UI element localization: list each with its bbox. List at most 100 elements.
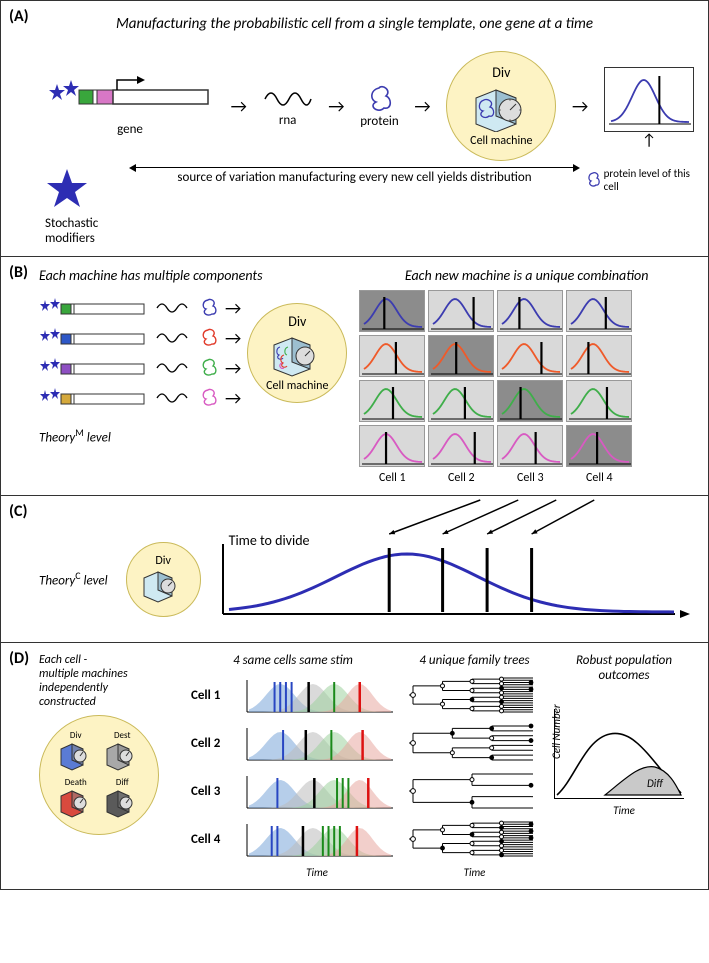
arrow-4: → <box>566 95 594 117</box>
cell-row: Cell 2 <box>191 722 395 764</box>
theory-m-suffix: level <box>84 430 111 445</box>
machine-box: Dest <box>101 730 145 774</box>
col-lbl-4: Cell 4 <box>566 471 632 485</box>
cell-row: Cell 4 <box>191 818 395 860</box>
cube-dial-icon <box>470 84 532 132</box>
d-col2-title: 4 same cells same stim <box>191 653 395 668</box>
mini-dist <box>566 335 632 377</box>
source-line: source of variation manufacturing every … <box>133 167 576 185</box>
arrow-3: → <box>408 95 436 117</box>
cell-machine-c: Div <box>126 542 201 617</box>
gene-diagram-svg <box>45 76 215 122</box>
pop-chart: Diff <box>554 709 684 799</box>
d-col4-title: Robust population outcomes <box>554 653 694 683</box>
machine-box: Div <box>54 730 98 774</box>
panel-d-label: (D) <box>9 649 29 668</box>
panel-d-col2: 4 same cells same stim Cell 1Cell 2Cell … <box>191 653 395 879</box>
gene-lines: → → → <box>39 290 241 416</box>
panel-d-row: Each cell - multiple machines independen… <box>15 653 694 879</box>
dist-a-wrap: ↑ <box>604 67 694 145</box>
big-star-icon <box>45 167 89 211</box>
triple-rows: Cell 1 Cell 2 Cell 3 Cell 4 <box>191 674 395 860</box>
cube-dial-icon-c <box>140 568 186 604</box>
tree-row <box>407 770 542 812</box>
mini-dist <box>428 335 494 377</box>
col-lbl-2: Cell 2 <box>428 471 494 485</box>
cell-row: Cell 1 <box>191 674 395 716</box>
mini-dist <box>497 290 563 332</box>
b-left-title: Each machine has multiple components <box>39 267 347 284</box>
panel-a-label: (A) <box>9 7 29 26</box>
gene-line: → <box>39 356 241 380</box>
gene-line: → <box>39 326 241 350</box>
cell-machine-a: Div Cell machine <box>446 51 556 161</box>
cm-b-label: Cell machine <box>266 379 328 393</box>
rna-label: rna <box>279 113 297 128</box>
protein-icon-small <box>584 171 600 189</box>
cm-a-title: Div <box>492 64 510 81</box>
machine-box: Diff <box>101 777 145 821</box>
d-col3-title: 4 unique family trees <box>407 653 542 668</box>
ttd-label: Time to divide <box>229 532 310 549</box>
col-lbl-3: Cell 3 <box>497 471 563 485</box>
machine-box: Death <box>54 777 98 821</box>
mini-dist <box>497 425 563 467</box>
d-side-title: Each cell - multiple machines independen… <box>39 653 179 709</box>
protein-label: protein <box>360 114 399 129</box>
cm-a-label: Cell machine <box>470 134 532 148</box>
gene-label: gene <box>117 122 143 137</box>
mini-dist <box>497 335 563 377</box>
figure: (A) Manufacturing the probabilistic cell… <box>0 0 709 890</box>
protein-level-text: protein level of this cell <box>604 167 694 193</box>
panel-d-col1: Each cell - multiple machines independen… <box>39 653 179 879</box>
cell-machine-d: Div Dest Death Diff <box>39 715 159 835</box>
panel-d-col4: Robust population outcomes Cell Number D… <box>554 653 694 879</box>
ttd-chart: Time to divide <box>219 534 694 624</box>
mini-dist <box>359 335 425 377</box>
theory-m-word: Theory <box>39 430 75 445</box>
panel-b-right: Each new machine is a unique combination <box>359 267 694 485</box>
protein-icon <box>364 84 394 114</box>
mini-dist <box>359 290 425 332</box>
protein-level-label: protein level of this cell <box>584 167 694 193</box>
theory-c-word: Theory <box>39 574 75 589</box>
arrow-2: → <box>322 95 350 117</box>
panel-c: (C) TheoryC level Div Time to divide <box>1 496 708 643</box>
panel-b-label: (B) <box>9 263 28 282</box>
tree-row <box>407 674 542 716</box>
tree-row <box>407 818 542 860</box>
cube-dial-icon-b <box>268 333 326 377</box>
b-right-title: Each new machine is a unique combination <box>359 267 694 284</box>
mini-dist <box>566 290 632 332</box>
panel-a-row: gene → rna → protein → Div <box>15 51 694 161</box>
mini-dist <box>428 290 494 332</box>
mini-dist <box>497 380 563 422</box>
gene-line: → <box>39 296 241 320</box>
panel-b-row: Each machine has multiple components → <box>15 267 694 485</box>
panel-d: (D) Each cell - multiple machines indepe… <box>1 643 708 889</box>
cm-c-title: Div <box>155 554 171 568</box>
theory-m: TheoryM level <box>39 426 347 445</box>
tree-rows <box>407 674 542 860</box>
theory-m-sup: M <box>75 426 84 439</box>
col-lbl-1: Cell 1 <box>359 471 425 485</box>
panel-c-row: TheoryC level Div Time to divide <box>15 506 694 632</box>
panel-d-col3: 4 unique family trees Time <box>407 653 542 879</box>
dist-a <box>604 67 694 132</box>
cm-b-title: Div <box>288 313 306 330</box>
mini-dist <box>359 425 425 467</box>
cell-row: Cell 3 <box>191 770 395 812</box>
cell-machine-b: Div Cell machine <box>247 303 347 403</box>
mini-dist <box>359 380 425 422</box>
mini-dist <box>428 425 494 467</box>
rna-icon <box>263 85 313 113</box>
gene-line: → <box>39 386 241 410</box>
panel-b: (B) Each machine has multiple components… <box>1 257 708 496</box>
theory-c-suffix: level <box>81 574 108 589</box>
panel-a: (A) Manufacturing the probabilistic cell… <box>1 1 708 257</box>
arrow-1: → <box>225 95 253 117</box>
mini-dist <box>428 380 494 422</box>
stochastic-label: Stochastic modifiers <box>45 216 125 246</box>
panel-b-left: Each machine has multiple components → <box>39 267 347 485</box>
panel-a-title: Manufacturing the probabilistic cell fro… <box>15 15 694 33</box>
